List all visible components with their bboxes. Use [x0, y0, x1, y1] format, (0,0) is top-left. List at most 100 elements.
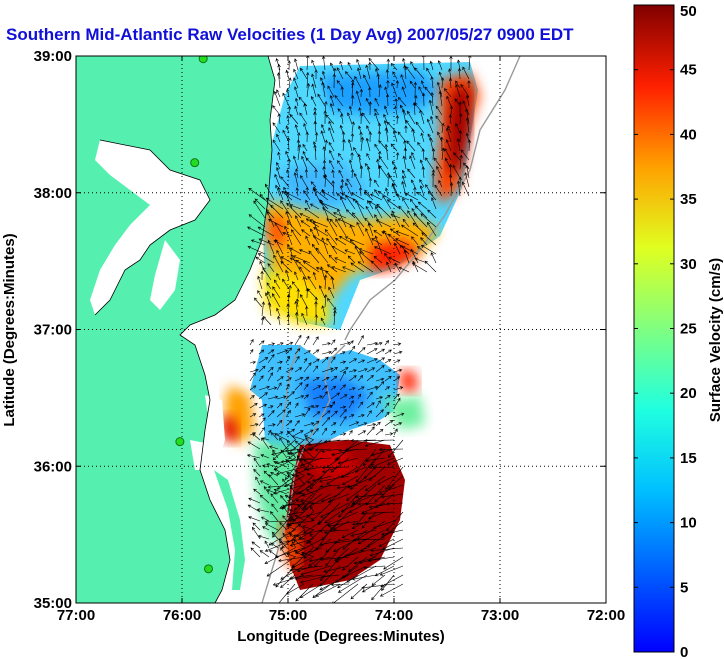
velocity-arrow: [361, 511, 377, 529]
velocity-arrow: [402, 155, 407, 170]
velocity-arrow: [416, 191, 428, 201]
velocity-arrow: [275, 238, 284, 255]
velocity-arrow: [250, 547, 261, 558]
velocity-arrow: [298, 523, 306, 531]
velocity-arrow: [258, 238, 275, 246]
velocity-arrow: [385, 187, 389, 197]
velocity-arrow: [330, 457, 350, 473]
velocity-arrow: [321, 466, 341, 473]
velocity-arrow: [426, 118, 434, 134]
velocity-arrow: [270, 472, 279, 477]
velocity-arrow: [294, 58, 299, 71]
velocity-arrow: [328, 286, 335, 299]
velocity-arrow: [323, 439, 350, 444]
velocity-arrow: [301, 547, 323, 556]
velocity-arrow: [383, 119, 389, 134]
velocity-arrow: [314, 168, 318, 178]
velocity-arrow: [445, 157, 452, 170]
velocity-arrow: [357, 347, 366, 355]
velocity-arrow: [421, 232, 437, 246]
velocity-arrow: [330, 410, 338, 418]
velocity-arrow: [312, 358, 320, 364]
velocity-arrow: [337, 574, 368, 593]
velocity-arrow: [265, 208, 275, 219]
velocity-arrow: [285, 583, 305, 595]
velocity-arrow: [282, 129, 290, 143]
velocity-arrow: [286, 303, 290, 317]
velocity-arrow: [382, 195, 392, 210]
velocity-arrow: [319, 556, 350, 562]
velocity-arrow: [403, 147, 408, 161]
velocity-arrow: [366, 391, 373, 400]
velocity-arrow: [296, 448, 306, 459]
velocity-arrow: [373, 255, 383, 264]
velocity-arrow: [347, 112, 353, 125]
velocity-arrow: [280, 260, 293, 273]
velocity-arrow: [385, 69, 390, 80]
velocity-arrow: [456, 138, 461, 152]
velocity-arrow: [309, 203, 320, 210]
velocity-arrow: [379, 565, 404, 576]
velocity-arrow: [267, 386, 278, 391]
velocity-arrow: [308, 556, 332, 563]
velocity-arrow: [418, 86, 425, 98]
velocity-arrow: [409, 155, 416, 170]
velocity-arrow: [402, 218, 410, 228]
velocity-arrow: [249, 413, 257, 418]
velocity-arrow: [279, 521, 288, 531]
velocity-arrow: [346, 178, 353, 188]
velocity-arrow: [312, 420, 320, 427]
velocity-arrow: [300, 67, 308, 80]
velocity-arrow: [251, 526, 261, 540]
velocity-arrow: [405, 66, 416, 80]
velocity-arrow: [419, 109, 425, 125]
velocity-arrow: [413, 81, 418, 98]
velocity-arrow: [350, 438, 377, 443]
velocity-arrow: [340, 113, 344, 125]
velocity-arrow: [372, 520, 395, 529]
velocity-arrow: [444, 148, 452, 161]
velocity-arrow: [424, 86, 434, 98]
velocity-arrow: [462, 181, 470, 197]
velocity-arrow: [387, 439, 404, 458]
velocity-arrow: [276, 366, 282, 373]
velocity-arrow: [462, 66, 470, 80]
velocity-arrow: [337, 218, 356, 228]
velocity-arrow: [280, 256, 293, 264]
velocity-arrow: [303, 350, 311, 355]
velocity-arrow: [342, 556, 359, 571]
velocity-arrow: [314, 69, 318, 80]
velocity-arrow: [338, 493, 359, 518]
x-tick-label: 73:00: [481, 607, 519, 624]
velocity-arrow: [267, 372, 273, 382]
velocity-arrow: [431, 148, 436, 161]
velocity-arrow: [322, 159, 327, 170]
velocity-arrow: [337, 208, 347, 228]
velocity-arrow: [352, 520, 377, 526]
velocity-arrow: [378, 155, 389, 170]
velocity-arrow: [414, 67, 425, 80]
velocity-arrow: [267, 263, 275, 273]
velocity-arrow: [295, 311, 299, 326]
velocity-arrow: [330, 276, 335, 290]
velocity-arrow: [465, 132, 470, 143]
velocity-arrow: [359, 112, 363, 125]
velocity-arrow: [464, 172, 470, 188]
velocity-arrow: [348, 429, 353, 436]
velocity-arrow: [261, 464, 270, 468]
velocity-arrow: [279, 502, 296, 510]
velocity-arrow: [258, 417, 266, 427]
velocity-arrow: [272, 122, 281, 134]
velocity-arrow: [285, 383, 290, 391]
velocity-arrow: [377, 475, 395, 485]
velocity-arrow: [366, 374, 374, 382]
velocity-arrow: [446, 95, 452, 107]
velocity-arrow: [348, 375, 357, 382]
velocity-arrow: [284, 225, 293, 246]
velocity-arrow: [261, 437, 270, 450]
velocity-arrow: [293, 172, 299, 188]
velocity-arrow: [406, 110, 416, 125]
velocity-arrow: [391, 182, 401, 201]
velocity-arrow: [373, 246, 392, 255]
velocity-arrow: [395, 114, 400, 125]
